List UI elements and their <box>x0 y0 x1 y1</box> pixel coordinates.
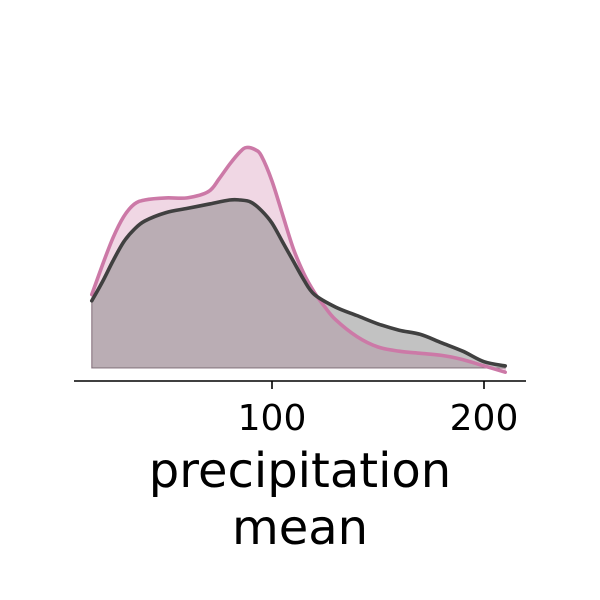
density-line-1 <box>90 145 507 374</box>
x-tick-label: 200 <box>450 398 519 439</box>
density-line-2 <box>90 197 507 368</box>
x-ticks: 100 200 <box>238 381 519 439</box>
x-tick-label: 100 <box>238 398 307 439</box>
areas-layer <box>90 145 507 374</box>
x-axis-label-line-1: precipitation <box>149 443 451 499</box>
x-axis-label-line-2: mean <box>232 500 368 556</box>
